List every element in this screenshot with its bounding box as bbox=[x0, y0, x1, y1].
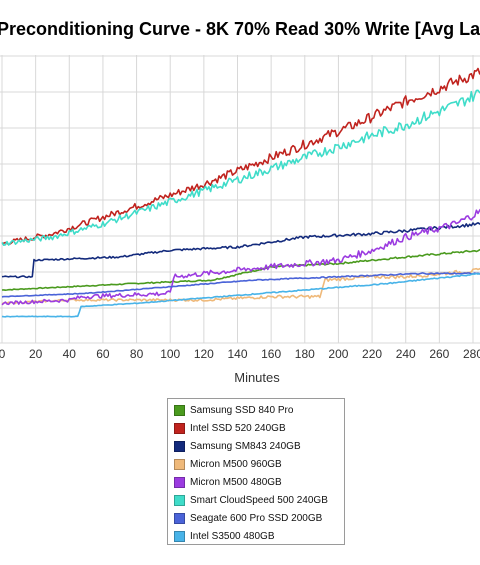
series-line bbox=[1, 272, 480, 318]
legend-item[interactable]: Samsung SSD 840 Pro bbox=[174, 402, 293, 418]
legend-swatch bbox=[174, 404, 185, 416]
chart-title-text: Preconditioning Curve - 8K 70% Read 30% … bbox=[0, 19, 480, 39]
legend-swatch bbox=[174, 440, 185, 452]
chart-title: Preconditioning Curve - 8K 70% Read 30% … bbox=[0, 19, 480, 43]
legend-label: Micron M500 480GB bbox=[190, 476, 282, 488]
x-tick-label: 0 bbox=[0, 347, 6, 361]
legend-item[interactable]: Smart CloudSpeed 500 240GB bbox=[174, 492, 328, 508]
legend-label: Micron M500 960GB bbox=[190, 458, 282, 470]
legend-label: Intel S3500 480GB bbox=[190, 530, 275, 542]
x-axis-label: Minutes bbox=[234, 370, 280, 385]
x-tick-labels: 0 20 40 60 80 100 120 140 160 180 200 220 240 260 280 bbox=[0, 347, 480, 361]
y-gridlines bbox=[0, 55, 480, 344]
x-tick-label: 280 bbox=[463, 347, 480, 361]
legend-swatch bbox=[174, 458, 185, 470]
legend-swatch bbox=[174, 530, 185, 542]
legend: Samsung SSD 840 Pro Intel SSD 520 240GB Sa… bbox=[167, 398, 345, 545]
series-line bbox=[1, 272, 480, 298]
series-line bbox=[1, 222, 480, 279]
legend-swatch bbox=[174, 422, 185, 434]
legend-label: Smart CloudSpeed 500 240GB bbox=[190, 494, 328, 506]
legend-item[interactable]: Intel SSD 520 240GB bbox=[174, 420, 286, 436]
legend-label: Samsung SM843 240GB bbox=[190, 440, 301, 452]
legend-label: Intel SSD 520 240GB bbox=[190, 422, 286, 434]
series-line bbox=[1, 249, 480, 291]
x-tick-label: 100 bbox=[160, 347, 180, 361]
x-tick-label: 260 bbox=[429, 347, 449, 361]
legend-item[interactable]: Samsung SM843 240GB bbox=[174, 438, 301, 454]
x-tick-label: 80 bbox=[130, 347, 144, 361]
x-tick-label: 20 bbox=[29, 347, 43, 361]
legend-item[interactable]: Micron M500 480GB bbox=[174, 474, 282, 490]
series-line bbox=[1, 67, 480, 246]
x-tick-label: 200 bbox=[328, 347, 348, 361]
legend-item[interactable]: Seagate 600 Pro SSD 200GB bbox=[174, 510, 322, 526]
series-layer bbox=[1, 67, 480, 318]
legend-label: Seagate 600 Pro SSD 200GB bbox=[190, 512, 323, 524]
series-line bbox=[1, 267, 480, 305]
x-tick-label: 220 bbox=[362, 347, 382, 361]
x-tick-label: 40 bbox=[63, 347, 77, 361]
x-tick-label: 120 bbox=[194, 347, 214, 361]
legend-label: Samsung SSD 840 Pro bbox=[190, 404, 294, 416]
series-line bbox=[1, 208, 480, 306]
x-tick-label: 240 bbox=[396, 347, 416, 361]
x-tick-label: 140 bbox=[227, 347, 247, 361]
x-tick-label: 60 bbox=[96, 347, 110, 361]
legend-item[interactable]: Micron M500 960GB bbox=[174, 456, 282, 472]
legend-swatch bbox=[174, 494, 185, 506]
x-tick-label: 180 bbox=[295, 347, 315, 361]
line-chart: 0 20 40 60 80 100 120 140 160 180 200 220 240 260 280 … bbox=[0, 55, 480, 385]
legend-item[interactable]: Intel S3500 480GB bbox=[174, 528, 275, 544]
series-line bbox=[1, 89, 480, 246]
x-tick-label: 160 bbox=[261, 347, 281, 361]
legend-swatch bbox=[174, 476, 185, 488]
legend-swatch bbox=[174, 512, 185, 524]
